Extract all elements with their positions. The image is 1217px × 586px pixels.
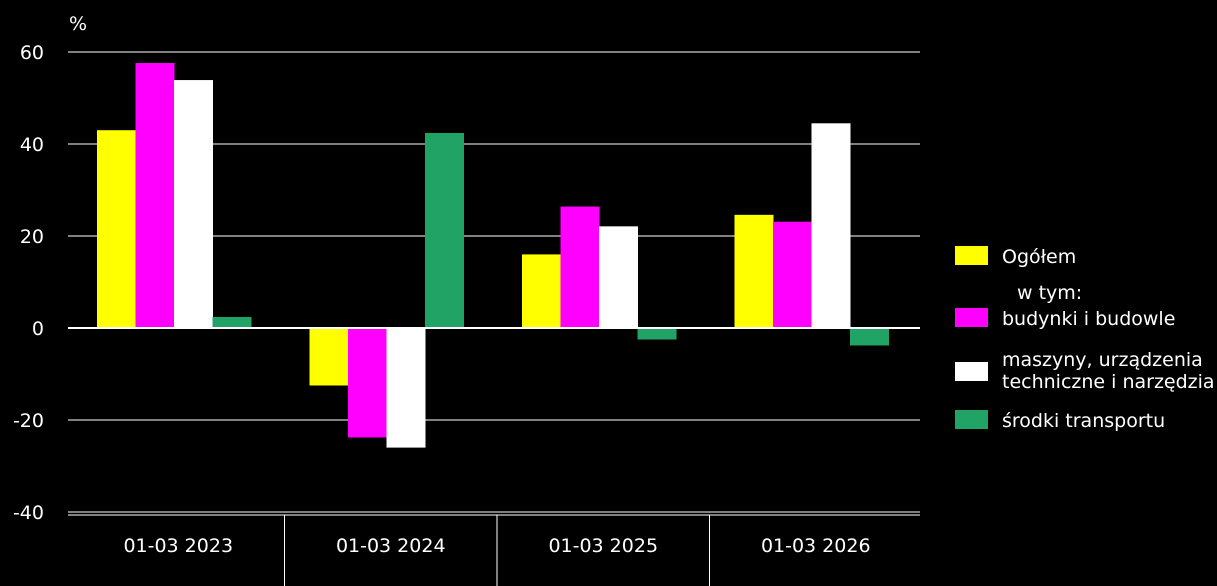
bar: [850, 328, 889, 346]
legend-swatch-maszyny: [955, 362, 988, 381]
bar: [560, 206, 600, 328]
y-tick-label: 40: [20, 134, 44, 156]
bar: [599, 226, 638, 328]
legend-label-budynki: budynki i budowle: [1002, 308, 1176, 330]
y-tick-label: -20: [13, 410, 44, 432]
legend-item-budynki: budynki i budowle: [955, 308, 1175, 330]
x-tick-label: 01-03 2023: [123, 535, 233, 557]
legend-swatch-ogolem: [955, 246, 988, 265]
bar: [135, 63, 175, 328]
legend-item-maszyny: maszyny, urządzenia techniczne i narzędz…: [955, 349, 1215, 393]
legend-swatch-budynki: [955, 308, 988, 327]
bar: [348, 328, 387, 438]
legend-item-srodki: środki transportu: [955, 410, 1165, 432]
bar: [811, 123, 851, 328]
legend-subheading: w tym:: [1017, 282, 1083, 304]
legend-item-ogolem: Ogółem: [955, 246, 1076, 268]
x-axis: 01-03 2023 01-03 2024 01-03 2025 01-03 2026: [68, 327, 920, 586]
bar: [212, 316, 252, 328]
x-tick-label: 01-03 2025: [548, 535, 658, 557]
legend-swatch-srodki: [955, 410, 988, 429]
legend-label-srodki: środki transportu: [1002, 410, 1166, 432]
bar: [734, 214, 774, 328]
bar: [309, 328, 349, 386]
y-tick-label: 60: [20, 42, 44, 64]
legend-label-maszyny: maszyny, urządzenia techniczne i narzędz…: [1002, 349, 1215, 393]
bar: [386, 328, 426, 448]
y-axis-unit-label: %: [69, 13, 87, 35]
x-tick-label: 01-03 2024: [336, 535, 446, 557]
x-tick-label: 01-03 2026: [761, 535, 871, 557]
bar: [97, 130, 136, 328]
y-tick-label: 20: [20, 226, 44, 248]
legend-label-ogolem: Ogółem: [1002, 246, 1077, 268]
y-tick-label: -40: [13, 502, 44, 524]
bar: [637, 328, 677, 340]
y-tick-label: 0: [32, 318, 44, 340]
bar: [773, 221, 812, 328]
bar: [522, 254, 561, 328]
y-axis-ticks: -40 -20 0 20 40 60: [13, 42, 44, 524]
bar: [425, 132, 464, 328]
bar: [174, 80, 213, 328]
bars: [97, 63, 889, 448]
